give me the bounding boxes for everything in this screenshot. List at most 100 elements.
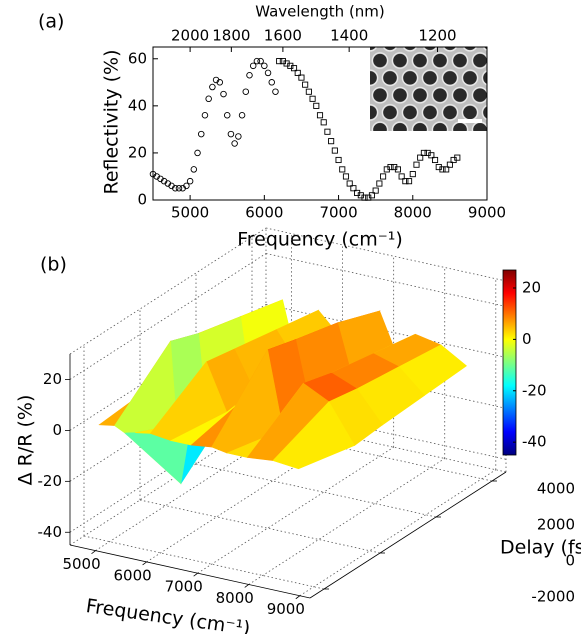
y-axis-title: Reflectivity (%) <box>101 49 123 194</box>
x-tick-label: 8000 <box>394 204 432 222</box>
data-point <box>172 184 179 192</box>
data-point <box>183 182 190 190</box>
x-tick-label: 5000 <box>171 204 209 222</box>
colorbar-tick-label: 20 <box>522 278 541 296</box>
plot-frame <box>152 46 488 201</box>
data-point <box>175 184 183 192</box>
data-point <box>320 119 327 126</box>
x2-tick-label: 1200 <box>418 27 456 45</box>
grid-line <box>265 304 507 358</box>
data-point <box>227 130 235 138</box>
data-point <box>197 130 205 138</box>
data-point <box>209 83 216 91</box>
data-point <box>264 69 272 77</box>
data-point <box>443 166 450 173</box>
data-point <box>242 88 250 95</box>
data-point <box>446 161 453 168</box>
inset-micrograph <box>370 47 487 131</box>
grid-line <box>195 463 437 518</box>
data-point <box>294 69 301 76</box>
grid-line <box>69 253 267 380</box>
data-point <box>272 88 279 95</box>
data-point <box>346 180 353 187</box>
data-point <box>428 152 435 159</box>
grid-line <box>139 499 381 554</box>
colorbar <box>502 269 517 456</box>
data-point <box>372 187 379 194</box>
data-point <box>335 156 342 164</box>
data-point <box>201 112 209 119</box>
colorbar-tick-label: 0 <box>522 330 532 348</box>
grid-line <box>95 424 292 551</box>
data-point <box>376 180 383 187</box>
z-tick-label: 0 <box>52 421 62 439</box>
x-tick <box>142 561 147 566</box>
data-point <box>324 128 331 135</box>
z-tick-label: -40 <box>38 523 63 541</box>
data-point <box>413 161 420 168</box>
x-tick <box>91 550 96 554</box>
data-point <box>313 102 320 109</box>
data-point <box>309 95 316 102</box>
z-axis-title: Δ R/R (%) <box>15 395 37 486</box>
data-point <box>238 112 246 119</box>
grid-line <box>197 446 394 574</box>
data-point <box>331 147 338 154</box>
data-point <box>216 79 224 86</box>
x2-tick-label: 1600 <box>264 27 302 45</box>
data-point <box>223 112 231 119</box>
data-point <box>276 58 283 65</box>
y-tick-label: 2000 <box>537 516 575 534</box>
x-tick-label: 8000 <box>216 589 254 607</box>
x-tick <box>244 584 249 588</box>
data-point <box>290 65 298 72</box>
grid-line <box>146 435 343 563</box>
box-edge <box>69 418 267 546</box>
data-point <box>380 173 387 180</box>
data-point <box>261 62 268 70</box>
data-point <box>316 112 324 119</box>
y-axis-title: Delay (fs) <box>500 537 581 559</box>
x-tick <box>193 572 198 577</box>
colorbar-tick-label: -20 <box>522 381 547 399</box>
z-tick-label: 20 <box>43 370 62 388</box>
axis-line <box>309 471 507 599</box>
x-tick-label: 7000 <box>165 578 203 596</box>
data-point <box>186 177 194 185</box>
y-tick-label: 0 <box>137 191 147 209</box>
grid-line <box>265 253 507 307</box>
data-point <box>439 166 446 173</box>
y-tick-label: 0 <box>565 552 575 570</box>
data-point <box>387 163 394 171</box>
surface-patch <box>272 401 355 470</box>
y-tick-label: -2000 <box>531 588 575 606</box>
data-point <box>398 173 405 180</box>
colorbar-tick-label: -40 <box>522 433 547 451</box>
data-point <box>417 154 424 161</box>
box-edge <box>265 227 507 282</box>
data-point <box>394 166 401 173</box>
x-axis-title: Frequency (cm⁻¹) <box>237 229 403 251</box>
y-tick-label: 4000 <box>537 480 575 498</box>
data-point <box>402 178 409 185</box>
x-tick-label: 6000 <box>245 204 283 222</box>
panel-label: (a) <box>38 11 64 33</box>
data-point <box>368 192 376 199</box>
data-point <box>268 79 276 86</box>
x2-tick-label: 2000 <box>171 27 209 45</box>
data-point <box>406 178 413 185</box>
x-tick-label: 6000 <box>114 566 152 584</box>
data-point <box>350 185 357 192</box>
data-point <box>194 149 201 157</box>
data-point <box>409 171 416 178</box>
data-point <box>431 156 439 164</box>
data-point <box>220 90 227 98</box>
data-point <box>328 138 335 145</box>
x2-tick-label: 1400 <box>330 27 368 45</box>
data-point <box>420 149 427 156</box>
axis-line <box>69 544 311 599</box>
data-point <box>339 166 346 173</box>
data-point <box>298 74 305 81</box>
data-point <box>305 88 312 95</box>
